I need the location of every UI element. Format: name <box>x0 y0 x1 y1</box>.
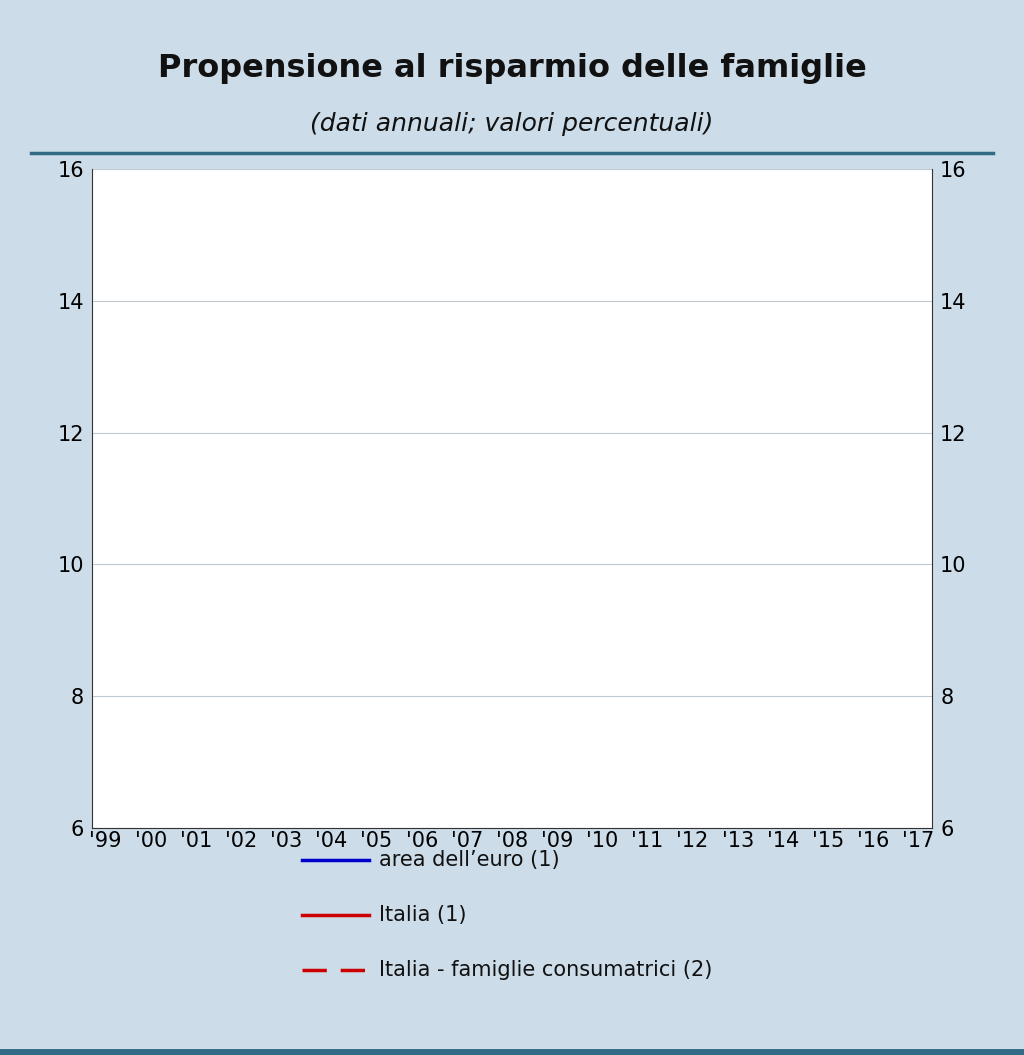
Text: Italia - famiglie consumatrici (2): Italia - famiglie consumatrici (2) <box>379 960 713 979</box>
Text: area dell’euro (1): area dell’euro (1) <box>379 850 559 869</box>
Text: Italia (1): Italia (1) <box>379 905 466 924</box>
Text: (dati annuali; valori percentuali): (dati annuali; valori percentuali) <box>310 113 714 136</box>
Text: Propensione al risparmio delle famiglie: Propensione al risparmio delle famiglie <box>158 53 866 84</box>
